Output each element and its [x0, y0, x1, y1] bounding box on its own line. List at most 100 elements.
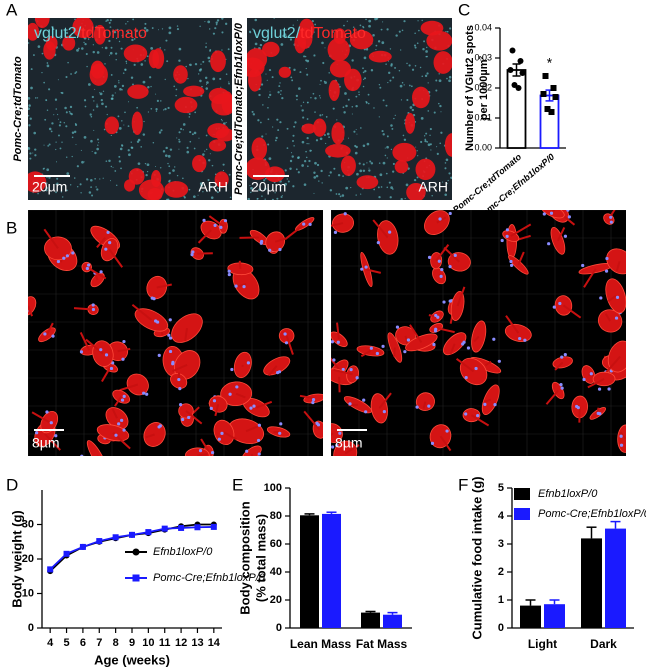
process	[197, 453, 208, 456]
puncta	[120, 47, 123, 50]
spot	[168, 349, 173, 354]
puncta	[58, 134, 60, 137]
puncta	[390, 124, 393, 127]
process	[86, 266, 107, 280]
puncta	[373, 107, 375, 109]
puncta	[178, 148, 180, 150]
puncta	[289, 159, 293, 163]
puncta	[313, 171, 316, 174]
spot	[223, 219, 228, 223]
spot	[505, 228, 510, 232]
process	[562, 304, 582, 319]
cell	[331, 122, 345, 145]
spot	[619, 434, 623, 438]
puncta	[362, 71, 365, 74]
data-point	[210, 523, 217, 530]
process	[422, 401, 427, 409]
puncta	[204, 76, 208, 80]
puncta	[363, 78, 365, 80]
process	[28, 305, 33, 317]
spot	[177, 377, 181, 382]
cell	[247, 57, 265, 78]
significance-mark: *	[547, 55, 553, 71]
spot	[284, 341, 289, 345]
puncta	[225, 121, 227, 124]
cell	[301, 123, 316, 134]
y-tick-label: 20	[22, 553, 34, 565]
puncta	[155, 166, 157, 168]
spot	[207, 455, 209, 456]
puncta	[390, 148, 393, 151]
stain-label: vglut2/tdTomato	[253, 25, 366, 42]
puncta	[298, 87, 301, 90]
process	[344, 444, 360, 455]
spot	[403, 350, 407, 354]
cell	[444, 133, 452, 157]
puncta	[102, 90, 105, 92]
puncta	[75, 144, 77, 146]
puncta	[119, 147, 123, 151]
puncta	[351, 106, 354, 108]
spot	[158, 424, 162, 428]
puncta	[408, 64, 411, 67]
spot	[362, 398, 366, 402]
panel-label: B	[6, 218, 17, 237]
puncta	[90, 139, 93, 143]
puncta	[113, 84, 117, 88]
puncta	[220, 86, 222, 88]
puncta	[320, 169, 323, 173]
puncta	[216, 19, 220, 22]
cell	[406, 182, 426, 200]
puncta	[342, 106, 345, 109]
puncta	[104, 46, 108, 50]
bar	[520, 605, 541, 628]
panel-label: C	[458, 0, 470, 19]
spot	[171, 360, 175, 364]
stain-label-part: vglut2/	[34, 25, 82, 42]
spot	[430, 441, 435, 445]
puncta	[194, 62, 198, 66]
process	[96, 237, 106, 249]
puncta	[150, 46, 154, 50]
puncta	[30, 86, 33, 90]
puncta	[442, 181, 444, 183]
puncta	[291, 155, 294, 158]
puncta	[28, 114, 30, 117]
puncta	[59, 147, 62, 150]
cell	[356, 175, 379, 190]
puncta	[425, 50, 428, 53]
puncta	[395, 34, 398, 37]
puncta	[160, 129, 163, 132]
y-tick-label: 80	[270, 510, 282, 522]
puncta	[393, 117, 395, 120]
cell-surface	[38, 327, 56, 343]
puncta	[399, 49, 402, 51]
puncta	[420, 140, 423, 144]
spot	[246, 361, 250, 365]
puncta	[292, 185, 295, 188]
spot	[278, 247, 282, 252]
puncta	[341, 194, 345, 197]
puncta	[178, 131, 181, 134]
puncta	[115, 52, 118, 55]
process	[439, 435, 452, 452]
stain-label-part: tdTomato	[300, 25, 366, 42]
x-tick-label: 8	[113, 637, 119, 649]
puncta	[392, 188, 394, 190]
puncta	[104, 105, 108, 108]
puncta	[427, 110, 430, 112]
puncta	[399, 84, 403, 88]
spot	[436, 315, 440, 319]
puncta	[96, 51, 100, 54]
spot	[242, 285, 246, 289]
process	[241, 364, 244, 368]
spot	[106, 230, 110, 235]
puncta	[150, 107, 153, 110]
puncta	[111, 97, 114, 99]
process	[554, 361, 564, 371]
puncta	[416, 176, 419, 179]
puncta	[106, 19, 109, 22]
puncta	[43, 81, 45, 84]
process	[557, 227, 566, 242]
puncta	[269, 91, 271, 93]
